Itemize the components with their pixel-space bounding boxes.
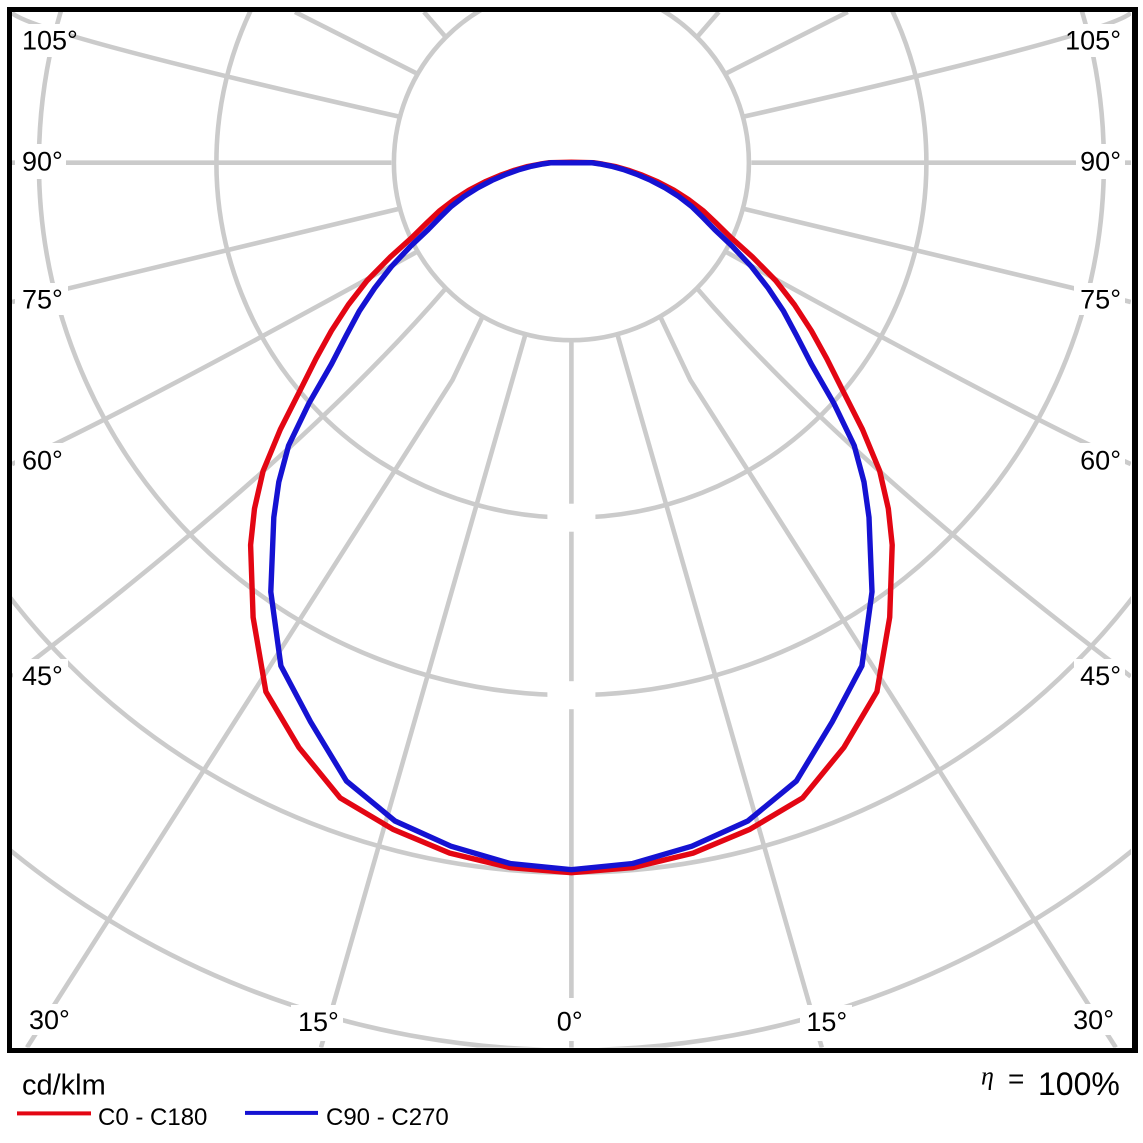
svg-text:=: = bbox=[1008, 1063, 1024, 1094]
svg-text:105°: 105° bbox=[1065, 26, 1121, 56]
svg-text:C0 - C180: C0 - C180 bbox=[98, 1104, 207, 1131]
svg-text:90°: 90° bbox=[22, 147, 63, 177]
svg-text:45°: 45° bbox=[1080, 661, 1121, 691]
svg-text:45°: 45° bbox=[22, 661, 63, 691]
svg-text:15°: 15° bbox=[806, 1007, 847, 1037]
svg-text:η: η bbox=[981, 1062, 994, 1091]
svg-text:60°: 60° bbox=[1080, 446, 1121, 476]
svg-text:60°: 60° bbox=[22, 446, 63, 476]
svg-text:105°: 105° bbox=[22, 26, 78, 56]
svg-text:15°: 15° bbox=[298, 1007, 339, 1037]
svg-text:30°: 30° bbox=[1073, 1005, 1114, 1035]
svg-text:100%: 100% bbox=[1038, 1066, 1120, 1102]
svg-text:30°: 30° bbox=[29, 1005, 70, 1035]
svg-text:C90 - C270: C90 - C270 bbox=[326, 1104, 449, 1131]
svg-text:cd/klm: cd/klm bbox=[22, 1070, 106, 1102]
svg-text:90°: 90° bbox=[1080, 147, 1121, 177]
svg-text:75°: 75° bbox=[22, 285, 63, 315]
svg-text:75°: 75° bbox=[1080, 285, 1121, 315]
svg-text:0°: 0° bbox=[557, 1007, 583, 1037]
